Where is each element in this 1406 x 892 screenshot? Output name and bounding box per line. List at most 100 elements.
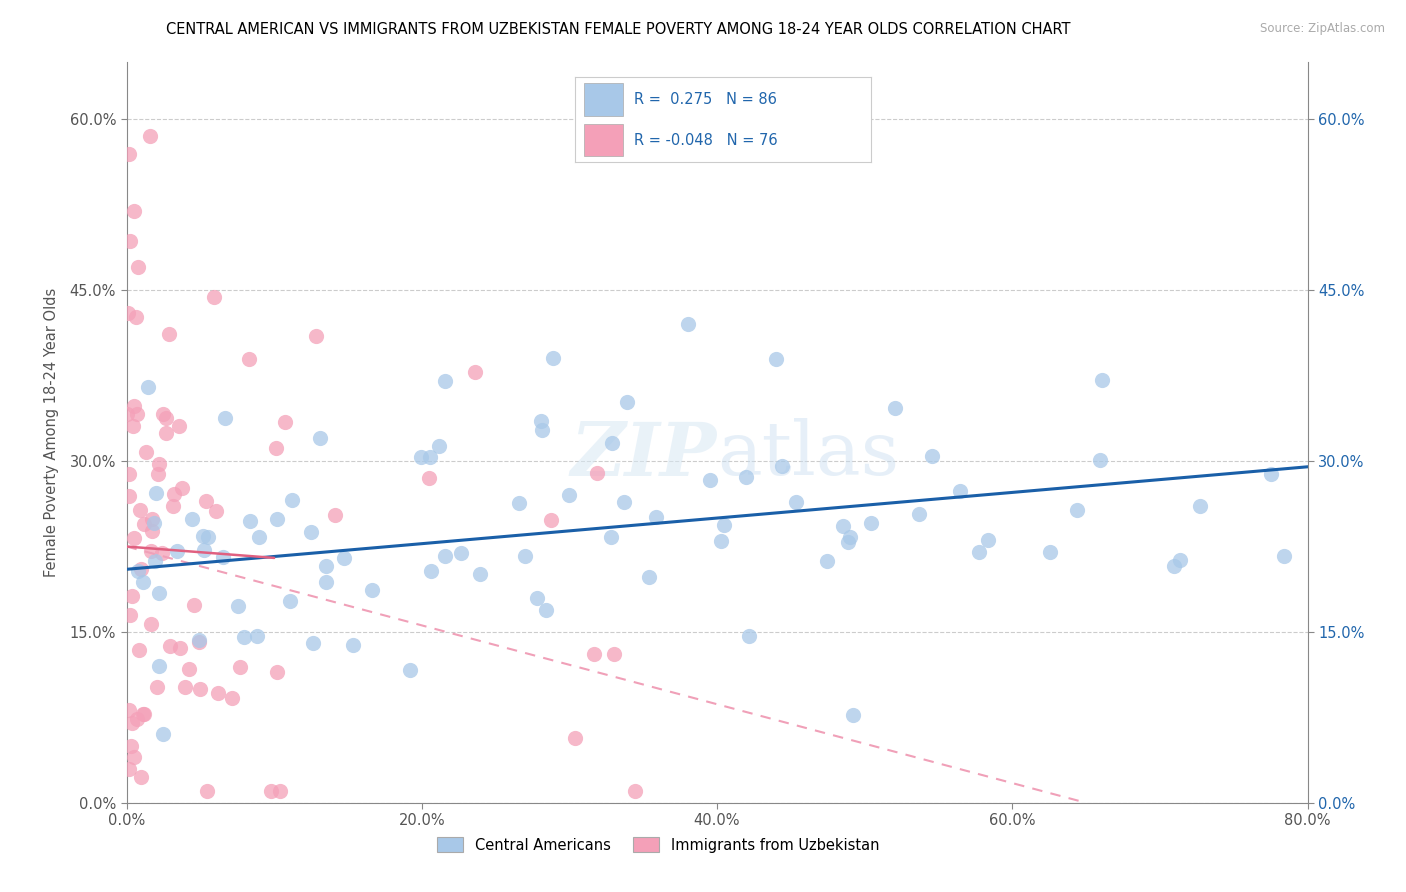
Point — [122, 532, 145, 546]
Point — [221, 691, 243, 706]
Point — [558, 488, 581, 502]
Point — [624, 784, 647, 798]
Point — [117, 306, 139, 320]
Point — [159, 327, 181, 342]
Point — [464, 365, 486, 379]
Point — [132, 707, 155, 722]
Point — [188, 632, 211, 647]
Point — [214, 410, 236, 425]
Point — [177, 662, 200, 676]
Point — [128, 503, 150, 517]
Point — [418, 471, 440, 485]
Point — [419, 450, 441, 465]
Point — [281, 493, 304, 508]
Point — [167, 418, 190, 433]
Point — [129, 562, 152, 576]
Point — [146, 467, 169, 482]
Text: Source: ZipAtlas.com: Source: ZipAtlas.com — [1260, 22, 1385, 36]
Point — [921, 450, 943, 464]
Point — [132, 707, 155, 722]
Point — [1039, 545, 1062, 559]
Point — [146, 680, 169, 694]
Point — [515, 549, 537, 563]
Point — [1088, 453, 1111, 467]
Point — [170, 481, 193, 495]
Point — [127, 564, 149, 578]
Point — [269, 784, 291, 798]
Point — [169, 640, 191, 655]
Point — [433, 549, 456, 563]
Point — [122, 418, 145, 433]
Point — [676, 318, 699, 332]
Point — [197, 784, 219, 798]
Point — [1272, 549, 1295, 563]
Point — [839, 530, 862, 544]
Point — [540, 513, 562, 527]
Point — [118, 234, 141, 248]
Point — [195, 493, 218, 508]
Point — [259, 784, 281, 798]
Point — [1091, 373, 1114, 387]
Point — [152, 727, 174, 741]
Point — [118, 467, 141, 482]
Point — [837, 534, 859, 549]
Point — [315, 574, 337, 589]
Point — [977, 533, 1000, 547]
Point — [212, 550, 235, 565]
Point — [245, 629, 267, 643]
Point — [141, 524, 163, 538]
Point — [411, 450, 433, 465]
Text: ZIP: ZIP — [571, 418, 717, 491]
Point — [361, 582, 384, 597]
Point — [586, 466, 609, 480]
Point — [141, 512, 163, 526]
Point — [247, 530, 270, 544]
Point — [145, 554, 167, 568]
Point — [174, 680, 197, 694]
Point — [530, 423, 553, 437]
Point — [1170, 553, 1192, 567]
Point — [132, 574, 155, 589]
Point — [239, 515, 262, 529]
Point — [193, 543, 215, 558]
Point — [468, 566, 491, 581]
Text: atlas: atlas — [717, 418, 900, 491]
Point — [159, 639, 181, 653]
Point — [508, 495, 530, 509]
Point — [183, 599, 205, 613]
Point — [148, 585, 170, 599]
Point — [143, 516, 166, 530]
Point — [121, 589, 143, 603]
Point — [815, 554, 838, 568]
Point — [229, 660, 252, 674]
Point — [138, 379, 160, 393]
Point — [765, 351, 787, 366]
Point — [333, 551, 356, 566]
Point — [205, 503, 228, 517]
Point — [967, 545, 990, 559]
Point — [737, 629, 759, 643]
Point — [638, 570, 661, 584]
Point — [150, 546, 173, 560]
Point — [583, 647, 606, 661]
Point — [434, 374, 457, 388]
Point — [118, 762, 141, 776]
Point — [274, 416, 297, 430]
Point — [613, 495, 636, 509]
Point — [534, 602, 557, 616]
Point — [530, 414, 553, 428]
Point — [600, 436, 623, 450]
Point — [122, 750, 145, 764]
Legend: Central Americans, Immigrants from Uzbekistan: Central Americans, Immigrants from Uzbek… — [432, 831, 884, 858]
Point — [226, 599, 249, 614]
Point — [526, 591, 548, 605]
Y-axis label: Female Poverty Among 18-24 Year Olds: Female Poverty Among 18-24 Year Olds — [44, 288, 59, 577]
Point — [125, 310, 148, 325]
Point — [166, 543, 188, 558]
Point — [233, 630, 256, 644]
Point — [125, 712, 148, 726]
Point — [1260, 467, 1282, 481]
Point — [770, 458, 793, 473]
Point — [735, 470, 758, 484]
Point — [315, 558, 337, 573]
